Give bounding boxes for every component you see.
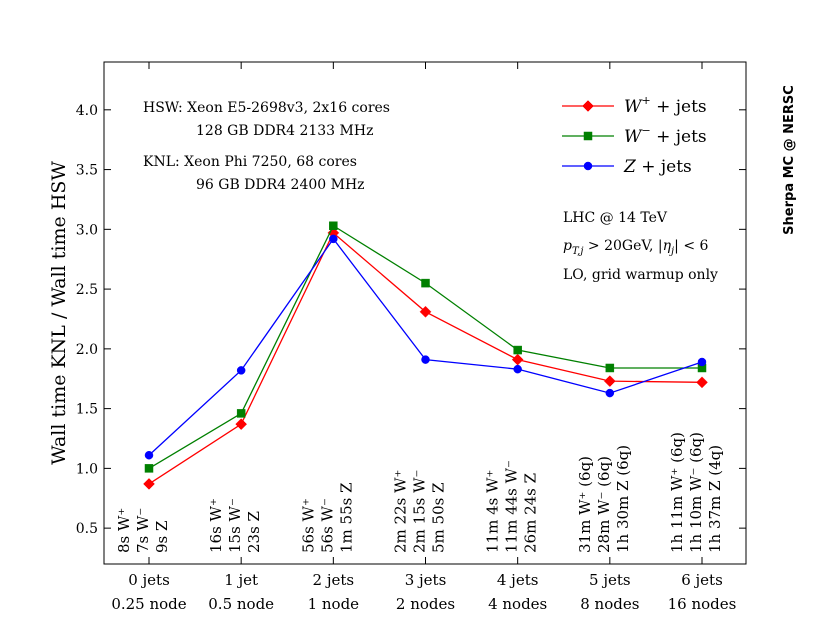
y-axis-ticks: 0.5 1.0 1.5 2.0 2.5 3.0 3.5 4.0 <box>76 103 746 537</box>
data-point <box>513 364 522 374</box>
run-time-label: 9s Z <box>153 521 171 553</box>
data-point <box>421 355 430 364</box>
legend-marker <box>583 131 593 141</box>
x-tick-sublabel: 2 nodes <box>396 595 455 613</box>
y-tick-label: 3.5 <box>76 163 98 179</box>
data-point <box>419 305 432 318</box>
run-time-label: 15s W⁻ <box>226 498 244 553</box>
run-time-label: 1h 30m Z (6q) <box>614 445 632 553</box>
legend-entry: W+ + jets <box>562 94 707 117</box>
data-point <box>329 221 338 230</box>
x-tick-sublabel: 8 nodes <box>580 595 639 613</box>
y-tick-label: 1.0 <box>76 461 98 477</box>
credit-label: Sherpa MC @ NERSC <box>782 85 797 235</box>
series-2 <box>144 221 707 473</box>
run-time-label: 8s W⁺ <box>115 508 133 553</box>
x-tick-sublabel: 4 nodes <box>488 595 547 613</box>
x-tick-label: 2 jets <box>313 571 355 589</box>
run-time-label: 2m 22s W⁺ <box>392 470 410 553</box>
data-point <box>697 357 707 367</box>
x-tick-sublabel: 0.25 node <box>111 595 186 613</box>
data-point <box>513 345 522 355</box>
data-point <box>144 450 154 460</box>
legend-entry: W− + jets <box>562 124 707 147</box>
y-tick-label: 2.0 <box>76 342 98 358</box>
x-axis-ticks: 0 jets 0.25 node 1 jet 0.5 node 2 jets 1 node… <box>111 62 736 613</box>
legend-label: W− + jets <box>624 124 707 147</box>
run-time-label: 1h 11m W⁺ (6q) <box>668 432 686 553</box>
legend-entry: Z + jets <box>562 157 692 177</box>
run-time-label: 1m 55s Z <box>337 482 355 553</box>
x-tick-label: 4 jets <box>497 571 539 589</box>
x-tick-label: 5 jets <box>589 571 631 589</box>
run-time-label: 56s W⁺ <box>299 498 317 553</box>
run-time-label: 7s W⁻ <box>134 508 152 553</box>
x-tick-label: 3 jets <box>405 571 447 589</box>
legend-label: Z + jets <box>623 157 692 177</box>
run-time-label: 11m 44s W⁻ <box>503 460 521 553</box>
y-tick-label: 2.5 <box>76 282 98 298</box>
run-time-labels: 8s W⁺ 7s W⁻ 9s Z 16s W⁺ 15s W⁻ 23s Z 56s W⁺ 56s… <box>115 432 724 553</box>
run-time-label: 11m 4s W⁺ <box>484 470 502 553</box>
data-point <box>605 363 615 373</box>
data-point <box>143 478 155 490</box>
legend-marker <box>582 100 594 112</box>
data-point <box>236 409 246 418</box>
x-tick-sublabel: 1 node <box>308 595 360 613</box>
x-tick-label: 0 jets <box>128 571 170 589</box>
physics-annotation: LHC @ 14 TeV pT,j > 20GeV, |ηj| < 6 LO, … <box>563 210 718 283</box>
x-tick-label: 1 jet <box>224 571 258 589</box>
data-point <box>603 375 616 387</box>
run-time-label: 5m 50s Z <box>430 482 448 553</box>
order-label: LO, grid warmup only <box>563 267 718 283</box>
run-time-label: 1h 10m W⁻ (6q) <box>687 432 705 553</box>
series-3 <box>144 234 707 460</box>
cuts-label: pT,j > 20GeV, |ηj| < 6 <box>563 238 709 257</box>
x-tick-label: 6 jets <box>681 571 723 589</box>
knl-line-1: KNL: Xeon Phi 7250, 68 cores <box>143 154 357 170</box>
knl-line-2: 96 GB DDR4 2400 MHz <box>196 177 365 193</box>
hardware-annotation: HSW: Xeon E5-2698v3, 2x16 cores 128 GB D… <box>143 100 390 193</box>
legend-marker <box>583 161 593 171</box>
data-point <box>696 376 708 389</box>
series-line <box>148 224 702 469</box>
legend: W+ + jets W− + jets Z + jets <box>562 94 707 177</box>
data-point <box>511 353 524 366</box>
run-time-label: 23s Z <box>245 511 263 553</box>
y-tick-label: 1.5 <box>76 402 98 418</box>
run-time-label: 16s W⁺ <box>207 498 225 553</box>
legend-label: W+ + jets <box>624 94 707 117</box>
data-point <box>144 464 154 473</box>
y-axis-label: Wall time KNL / Wall time HSW <box>48 161 70 465</box>
lhc-label: LHC @ 14 TeV <box>563 210 668 226</box>
series-1 <box>143 227 708 490</box>
x-tick-sublabel: 16 nodes <box>668 595 737 613</box>
hsw-line-1: HSW: Xeon E5-2698v3, 2x16 cores <box>143 100 390 116</box>
run-time-label: 1h 37m Z (4q) <box>706 445 724 553</box>
series-group <box>143 221 708 490</box>
y-tick-label: 0.5 <box>76 521 98 537</box>
data-point <box>236 366 246 375</box>
data-point <box>235 418 248 431</box>
data-point <box>329 234 338 244</box>
run-time-label: 2m 15s W⁻ <box>411 470 429 553</box>
run-time-label: 56s W⁻ <box>318 498 336 553</box>
data-point <box>605 388 615 398</box>
data-point <box>421 278 430 288</box>
x-tick-sublabel: 0.5 node <box>208 595 274 613</box>
run-time-label: 26m 24s Z <box>522 473 540 553</box>
hsw-line-2: 128 GB DDR4 2133 MHz <box>196 123 373 139</box>
y-tick-label: 4.0 <box>76 103 98 119</box>
run-time-label: 31m W⁺ (6q) <box>576 456 594 553</box>
y-tick-label: 3.0 <box>76 222 98 238</box>
run-time-label: 28m W⁻ (6q) <box>595 456 613 553</box>
